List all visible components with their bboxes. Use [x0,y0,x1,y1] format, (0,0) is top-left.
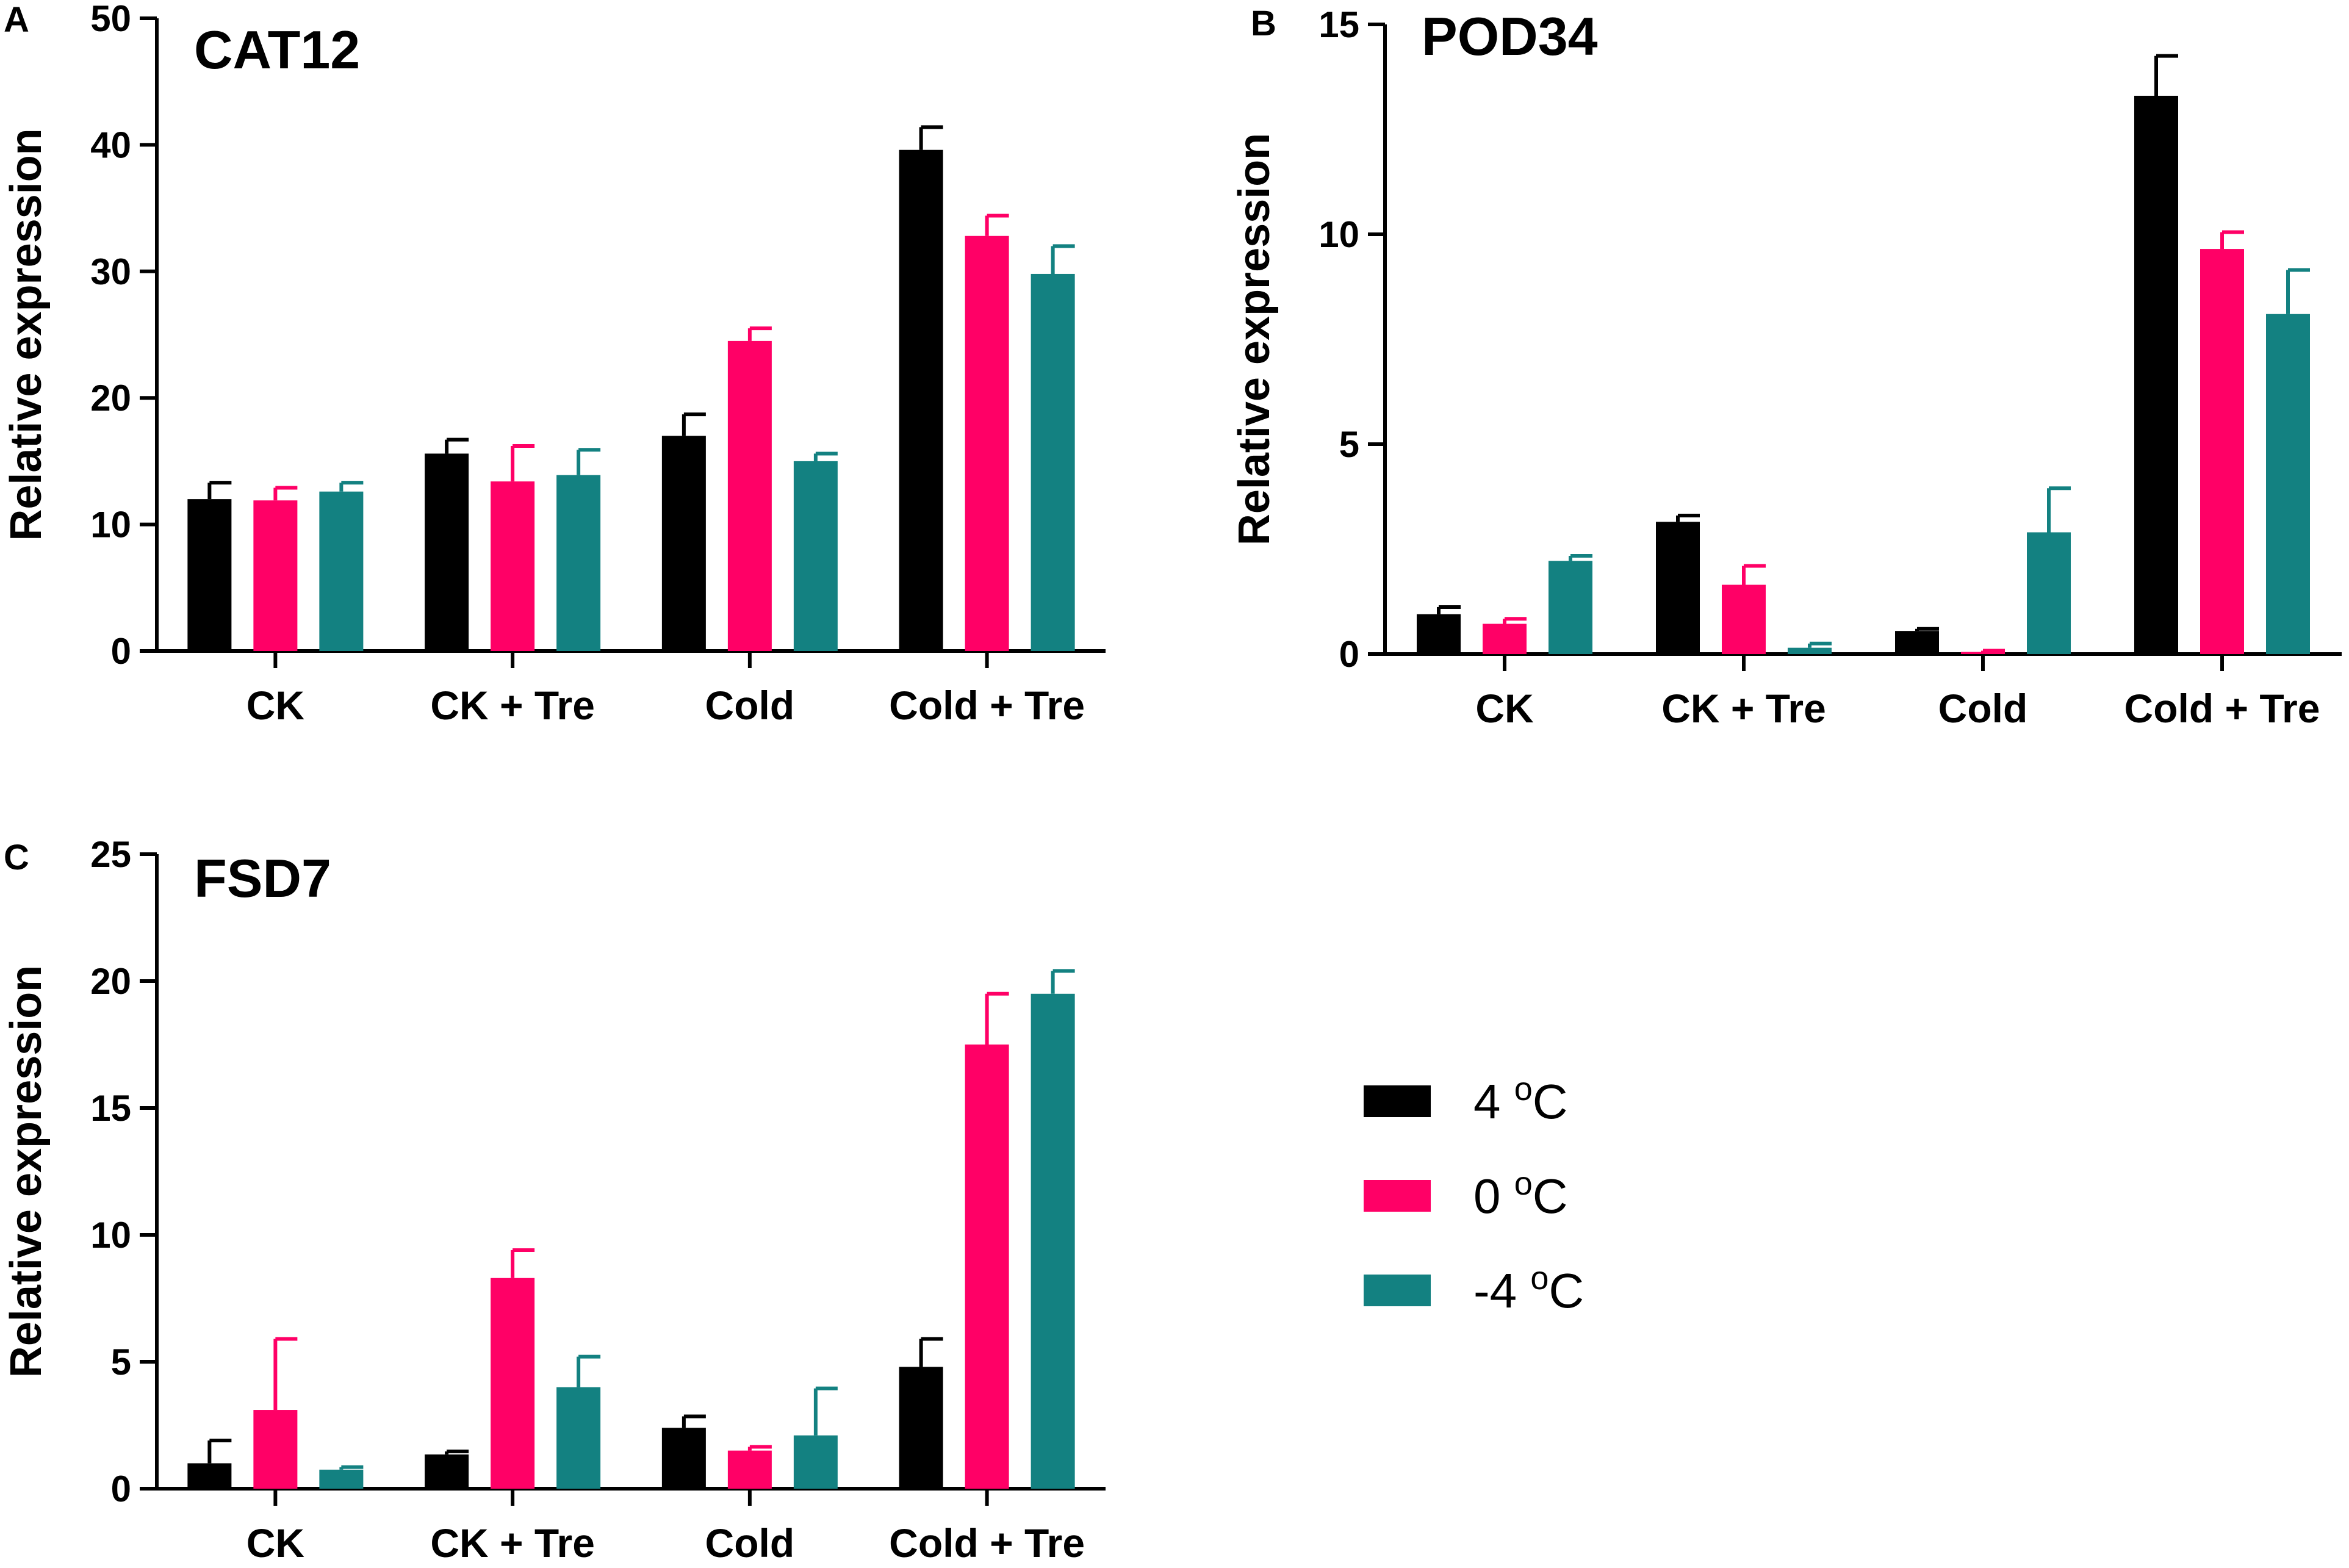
bar-0oC-ck-plus-tre [491,1278,535,1489]
y-tick-label: 20 [90,378,131,419]
y-tick-label: 40 [90,124,131,165]
panel-letter: C [4,838,29,877]
x-tick-label: Cold [705,683,795,728]
x-tick-label: Cold + Tre [889,683,1085,728]
bar-minus4oC-ck-plus-tre [556,1387,601,1489]
x-tick-label: CK [1475,686,1534,731]
bar-minus4oC-cold-plus-tre [2266,314,2310,654]
y-tick-label: 25 [90,834,131,875]
y-tick-label: 10 [1318,214,1359,255]
x-tick-label: CK + Tre [430,683,595,728]
bar-0oC-cold [1961,652,2005,654]
x-tick-label: Cold [705,1520,795,1566]
bar-4oC-ck [187,499,232,651]
bar-minus4oC-cold [793,461,838,651]
y-tick-label: 20 [90,961,131,1002]
y-axis-label: Relative expression [2,965,51,1378]
bar-minus4oC-ck [319,491,364,651]
bar-0oC-ck-plus-tre [1722,584,1766,654]
chart-panel-a: A CAT12 Relative expression 0 10 20 30 40 50 CK CK… [2,0,1106,728]
legend: 4 oC 0 oC -4 oC [1364,1071,1584,1318]
y-tick-label: 5 [1339,424,1359,465]
legend-item: -4 oC [1364,1260,1584,1318]
y-tick-label: 15 [90,1088,131,1129]
bar-4oC-cold-plus-tre [899,149,943,652]
bar-minus4oC-ck [1549,561,1592,654]
bar-4oC-cold-plus-tre [2134,95,2178,654]
chart-title: CAT12 [194,20,360,80]
x-tick-label: CK + Tre [430,1520,595,1566]
bar-4oC-ck-plus-tre [425,1454,469,1489]
bar-4oC-ck [187,1463,232,1489]
bar-4oC-cold [1895,631,1939,654]
y-tick-label: 10 [90,505,131,545]
y-tick-label: 10 [90,1215,131,1256]
bar-4oC-cold [661,1428,706,1489]
bar-0oC-cold [727,340,772,651]
bar-minus4oC-ck-plus-tre [556,475,601,651]
legend-label: 4 oC [1473,1071,1568,1129]
legend-swatch [1364,1180,1431,1212]
bar-0oC-cold-plus-tre [965,236,1009,651]
bar-minus4oC-ck [319,1469,364,1489]
legend-label: 0 oC [1473,1165,1568,1223]
bar-0oC-ck [253,1410,298,1489]
bar-0oC-cold-plus-tre [965,1045,1009,1489]
bar-4oC-cold [661,436,706,651]
bar-minus4oC-cold-plus-tre [1031,273,1075,651]
bar-minus4oC-cold [793,1435,838,1489]
y-tick-label: 5 [111,1342,131,1383]
y-tick-label: 50 [90,0,131,39]
y-axis-label: Relative expression [2,128,51,541]
bar-minus4oC-ck-plus-tre [1788,647,1832,654]
bar-4oC-ck [1417,614,1461,654]
chart-panel-b: B POD34 Relative expression 0 5 10 15 CK CK + Tr… [1230,4,2342,731]
x-tick-label: CK + Tre [1661,686,1826,731]
chart-panel-c: C FSD7 Relative expression 0 5 10 15 20 25 CK CK +… [2,834,1106,1566]
bar-0oC-ck-plus-tre [491,481,535,651]
legend-swatch [1364,1275,1431,1306]
x-tick-label: CK [246,683,305,728]
x-tick-label: CK [246,1520,305,1566]
x-tick-label: Cold [1938,686,2028,731]
bar-4oC-ck-plus-tre [1656,522,1700,654]
legend-swatch [1364,1085,1431,1117]
y-tick-label: 30 [90,251,131,292]
legend-item: 0 oC [1364,1165,1568,1223]
bar-0oC-cold [727,1450,772,1489]
chart-title: FSD7 [194,848,331,908]
bar-0oC-ck [1483,624,1527,654]
bar-minus4oC-cold [2027,532,2071,654]
bar-4oC-ck-plus-tre [425,453,469,651]
bar-0oC-cold-plus-tre [2200,249,2244,655]
bar-minus4oC-cold-plus-tre [1031,993,1075,1489]
legend-item: 4 oC [1364,1071,1568,1129]
y-tick-label: 0 [1339,634,1359,675]
bar-4oC-cold-plus-tre [899,1367,943,1489]
y-tick-label: 15 [1318,4,1359,45]
legend-label: -4 oC [1473,1260,1584,1318]
panel-letter: A [4,0,29,40]
x-tick-label: Cold + Tre [2124,686,2320,731]
bar-0oC-ck [253,500,298,651]
y-axis-label: Relative expression [1230,133,1279,545]
y-tick-label: 0 [111,631,131,672]
x-tick-label: Cold + Tre [889,1520,1085,1566]
panel-letter: B [1251,4,1276,43]
y-tick-label: 0 [111,1469,131,1509]
chart-title: POD34 [1422,6,1598,67]
